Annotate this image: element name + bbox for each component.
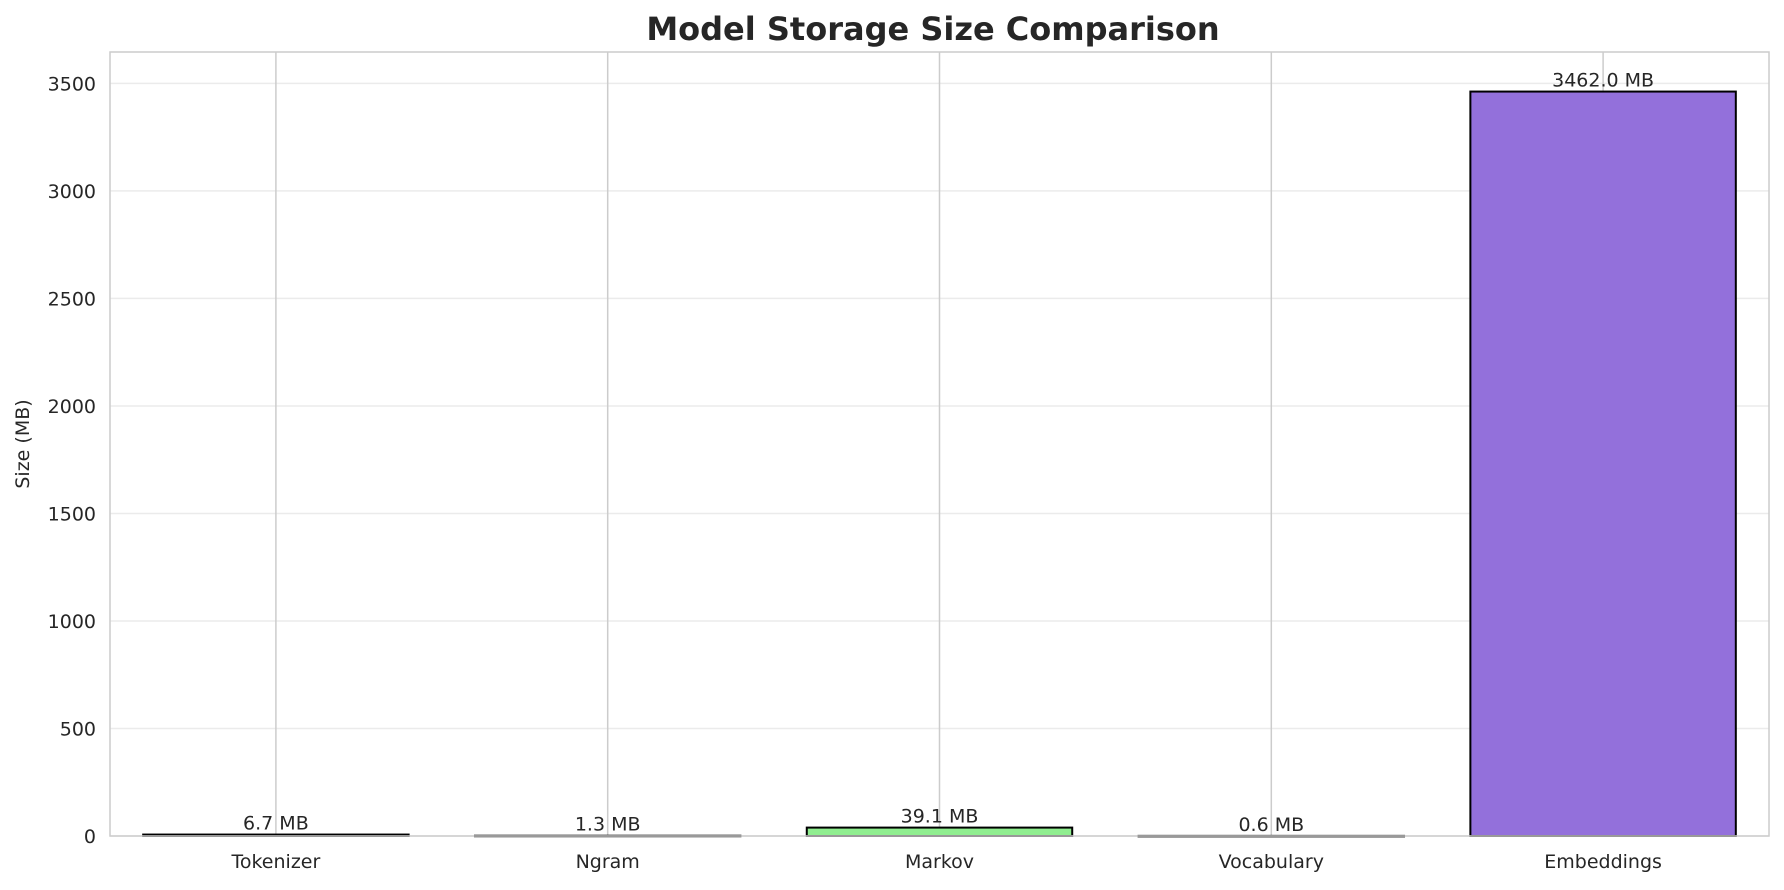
x-tick-label: Markov	[905, 851, 974, 873]
y-axis-label: Size (MB)	[12, 399, 34, 488]
y-tick-label: 0	[84, 826, 96, 848]
x-tick-label: Tokenizer	[230, 851, 320, 873]
data-labels: 6.7 MB 1.3 MB 39.1 MB 0.6 MB 3462.0 MB	[243, 70, 1654, 836]
y-tick-label: 2000	[48, 396, 96, 418]
y-ticks: 0 500 1000 1500 2000 2500 3000 3500	[48, 73, 96, 848]
x-tick-label: Vocabulary	[1219, 851, 1324, 873]
plot-frame	[109, 51, 1770, 837]
x-tick-label: Embeddings	[1544, 851, 1662, 873]
bar-markov	[805, 826, 1074, 838]
data-label: 6.7 MB	[243, 813, 309, 835]
x-ticks: Tokenizer Ngram Markov Vocabulary Embeddings	[230, 851, 1661, 873]
data-label: 1.3 MB	[575, 814, 641, 836]
y-tick-label: 1000	[48, 611, 96, 633]
bar-embeddings	[1469, 90, 1737, 837]
y-tick-label: 1500	[48, 503, 96, 525]
bars	[142, 90, 1737, 838]
data-label: 0.6 MB	[1238, 814, 1304, 836]
y-tick-label: 500	[60, 718, 96, 740]
x-tick-label: Ngram	[576, 851, 640, 873]
y-tick-label: 3500	[48, 73, 96, 95]
chart-title: Model Storage Size Comparison	[646, 10, 1219, 48]
data-label: 3462.0 MB	[1552, 70, 1654, 92]
y-tick-label: 3000	[48, 181, 96, 203]
data-label: 39.1 MB	[901, 806, 979, 828]
y-tick-label: 2500	[48, 288, 96, 310]
